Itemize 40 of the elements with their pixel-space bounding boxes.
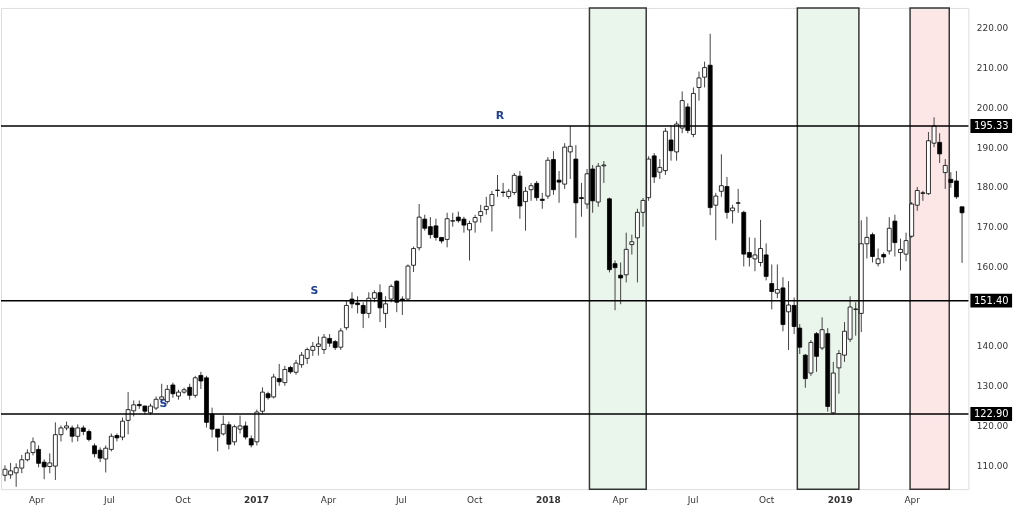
y-tick-label: 190.00 bbox=[976, 142, 1009, 153]
y-tick-label: 170.00 bbox=[976, 222, 1009, 233]
annotation: R bbox=[495, 108, 505, 122]
x-tick-label: Oct bbox=[467, 494, 484, 505]
y-tick-label: 110.00 bbox=[976, 460, 1009, 471]
y-tick-label: 200.00 bbox=[976, 102, 1009, 113]
x-tick-label: Oct bbox=[758, 494, 775, 505]
y-tick-label: 160.00 bbox=[976, 261, 1009, 272]
y-tick-label: 210.00 bbox=[976, 63, 1009, 74]
candlestick bbox=[489, 190, 495, 232]
x-tick-label: 2018 bbox=[535, 494, 561, 505]
y-tick-label: 180.00 bbox=[976, 182, 1009, 193]
x-tick-label: Apr bbox=[320, 494, 337, 505]
x-tick-label: Jul bbox=[103, 494, 115, 505]
candlestick bbox=[942, 158, 948, 190]
x-tick-label: Apr bbox=[612, 494, 629, 505]
x-tick-label: Jul bbox=[686, 494, 699, 505]
x-tick-label: Jul bbox=[394, 494, 407, 505]
candlestick bbox=[797, 323, 803, 355]
x-tick-label: 2019 bbox=[827, 494, 853, 505]
candlestick bbox=[735, 188, 741, 214]
annotation: S bbox=[310, 283, 319, 297]
ref-line-label: 151.40 bbox=[973, 294, 1009, 306]
candlestick bbox=[875, 248, 881, 267]
candlestick bbox=[601, 160, 607, 184]
y-tick-label: 140.00 bbox=[976, 341, 1009, 352]
candlestick bbox=[629, 234, 635, 256]
candlestick bbox=[495, 174, 500, 198]
x-tick-label: Apr bbox=[904, 494, 921, 505]
y-tick-label: 120.00 bbox=[976, 421, 1009, 432]
x-tick-label: Apr bbox=[28, 494, 45, 505]
candlestick bbox=[959, 206, 965, 264]
x-tick-label: 2017 bbox=[244, 494, 269, 505]
y-tick-label: 130.00 bbox=[976, 381, 1009, 392]
candlestick bbox=[472, 214, 478, 234]
annotation: S bbox=[159, 397, 168, 411]
x-tick-label: Oct bbox=[175, 494, 192, 505]
ref-line-label: 122.90 bbox=[973, 407, 1009, 419]
ref-line-label: 195.33 bbox=[973, 119, 1009, 131]
y-tick-label: 220.00 bbox=[976, 23, 1009, 34]
